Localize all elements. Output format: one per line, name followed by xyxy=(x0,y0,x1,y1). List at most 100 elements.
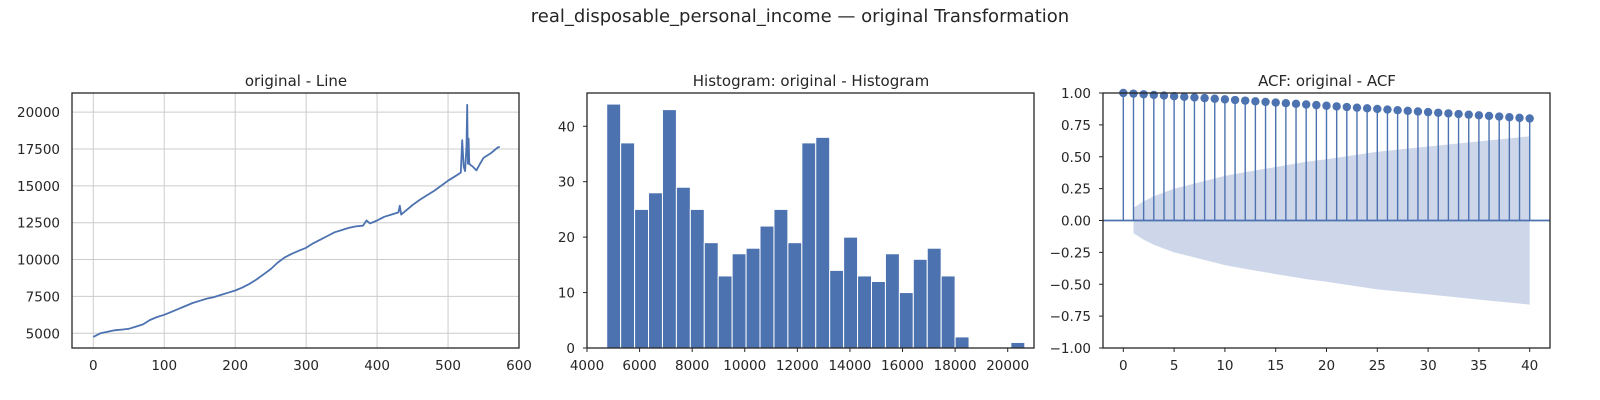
x-tick-label: 0 xyxy=(1119,358,1128,374)
x-tick-label: 8000 xyxy=(675,358,709,374)
histogram-bar xyxy=(620,142,636,349)
x-tick-label: 25 xyxy=(1369,358,1386,374)
histogram-bar xyxy=(871,280,886,349)
acf-point xyxy=(1342,102,1352,112)
acf-point xyxy=(1332,102,1341,111)
x-tick-label: 30 xyxy=(1419,358,1436,374)
histogram-bar xyxy=(801,142,817,349)
line-panel: original - Line 0 100 200 300 400 500 600 5000 7… xyxy=(17,72,532,374)
acf-point xyxy=(1505,113,1514,122)
acf-point xyxy=(1383,105,1392,114)
acf-point xyxy=(1464,110,1473,119)
histogram-bar xyxy=(926,247,942,349)
acf-panel: ACF: original - ACF 0 5 10 15 20 25 30 35 40 1.00… xyxy=(1050,72,1551,374)
acf-point xyxy=(1210,94,1219,103)
histogram-bar xyxy=(717,275,733,349)
y-tick-label: 10000 xyxy=(17,253,60,269)
histogram-bar xyxy=(954,336,970,349)
x-tick-label: 18000 xyxy=(934,358,977,374)
x-tick-label: 20000 xyxy=(986,358,1029,374)
acf-point xyxy=(1423,107,1433,117)
line-tick-labels: 0 100 200 300 400 500 600 5000 7500 10000 12500 150… xyxy=(17,105,532,374)
histogram-bar xyxy=(745,247,761,349)
acf-point xyxy=(1190,93,1199,102)
y-tick-label: 30 xyxy=(558,175,575,191)
acf-point xyxy=(1444,109,1453,118)
histogram-bar xyxy=(773,208,789,349)
histogram-panel-title: Histogram: original - Histogram xyxy=(693,72,929,90)
y-tick-label: 0 xyxy=(566,341,575,357)
x-tick-label: 16000 xyxy=(881,358,924,374)
y-tick-label: 0.50 xyxy=(1061,150,1091,166)
histogram-bar xyxy=(884,253,900,349)
x-tick-label: 400 xyxy=(364,358,390,374)
histogram-bar xyxy=(940,275,956,349)
x-tick-label: 5 xyxy=(1170,358,1179,374)
acf-point xyxy=(1261,97,1270,107)
acf-panel-title: ACF: original - ACF xyxy=(1258,72,1396,90)
acf-point xyxy=(1373,104,1382,114)
y-tick-label: −0.50 xyxy=(1050,277,1091,293)
acf-point xyxy=(1322,101,1331,110)
figure-suptitle: real_disposable_personal_income — origin… xyxy=(531,6,1069,27)
acf-point xyxy=(1495,112,1504,121)
y-tick-label: 0.75 xyxy=(1061,118,1091,134)
x-tick-label: 500 xyxy=(435,358,461,374)
y-tick-label: 20 xyxy=(558,230,575,246)
y-tick-label: 0.00 xyxy=(1061,214,1091,230)
acf-point xyxy=(1352,103,1362,112)
histogram-bar xyxy=(829,269,845,349)
x-tick-label: 100 xyxy=(151,358,177,374)
acf-point xyxy=(1139,90,1148,99)
histogram-bar xyxy=(912,258,928,349)
acf-point xyxy=(1291,99,1301,109)
acf-point xyxy=(1301,100,1311,109)
y-tick-label: 17500 xyxy=(17,142,60,158)
histogram-bar xyxy=(843,236,859,349)
x-tick-label: 12000 xyxy=(776,358,819,374)
y-tick-label: 40 xyxy=(558,119,575,135)
histogram-bar xyxy=(661,109,677,349)
histogram-bar xyxy=(898,292,914,349)
acf-point xyxy=(1180,92,1189,102)
x-tick-label: 600 xyxy=(506,358,532,374)
x-tick-label: 10 xyxy=(1216,358,1233,374)
y-tick-label: 5000 xyxy=(26,326,60,342)
histogram-bar xyxy=(703,242,719,349)
acf-point xyxy=(1413,107,1423,116)
y-tick-label: 7500 xyxy=(26,289,60,305)
histogram-axes-frame xyxy=(586,92,1035,349)
acf-stems-layer xyxy=(1103,88,1550,305)
acf-point xyxy=(1403,106,1412,116)
acf-point xyxy=(1169,91,1179,101)
y-tick-label: 0.25 xyxy=(1061,182,1091,198)
acf-point xyxy=(1271,98,1280,107)
y-tick-label: 12500 xyxy=(17,216,60,232)
x-tick-label: 6000 xyxy=(622,358,656,374)
histogram-tick-labels: 4000 6000 8000 10000 12000 14000 16000 18000 200… xyxy=(558,119,1029,374)
histogram-bar xyxy=(1010,341,1026,349)
acf-point xyxy=(1251,97,1260,106)
line-panel-title: original - Line xyxy=(245,72,347,90)
line-axes-frame xyxy=(71,92,520,349)
histogram-bar xyxy=(634,208,650,349)
acf-point xyxy=(1454,109,1463,119)
acf-point xyxy=(1149,90,1158,100)
histogram-bar xyxy=(731,253,747,349)
x-tick-label: 200 xyxy=(222,358,248,374)
acf-point xyxy=(1474,111,1484,120)
histogram-bar xyxy=(689,208,705,349)
line-gridlines xyxy=(72,93,520,348)
x-tick-label: 40 xyxy=(1521,358,1538,374)
histogram-bar xyxy=(787,242,803,349)
acf-tick-labels: 0 5 10 15 20 25 30 35 40 1.00 0.75 0.50 0.25 0.00 −0.2… xyxy=(1050,86,1539,374)
y-tick-label: −1.00 xyxy=(1050,341,1091,357)
acf-point xyxy=(1281,99,1291,108)
acf-point xyxy=(1484,111,1494,121)
acf-point xyxy=(1434,108,1443,117)
x-tick-label: 14000 xyxy=(828,358,871,374)
y-tick-label: −0.25 xyxy=(1050,245,1091,261)
histogram-bars-layer xyxy=(606,103,1026,349)
acf-point xyxy=(1230,95,1240,105)
